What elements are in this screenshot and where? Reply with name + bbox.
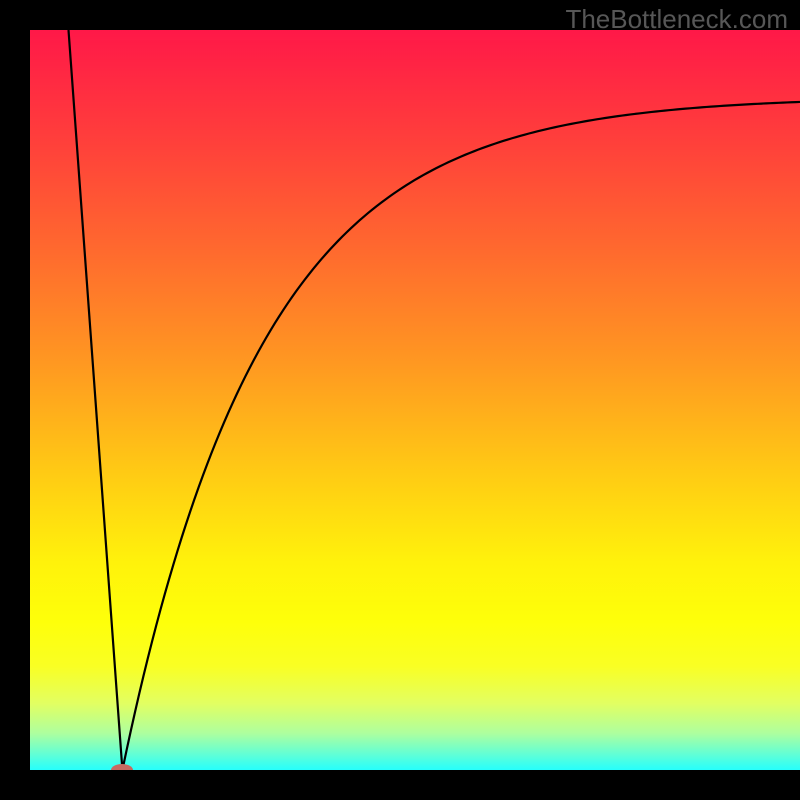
watermark-text: TheBottleneck.com [565, 4, 788, 35]
bottleneck-curve [30, 30, 800, 770]
plot-area [30, 30, 800, 770]
chart-container: TheBottleneck.com [0, 0, 800, 800]
dip-marker [110, 763, 134, 770]
